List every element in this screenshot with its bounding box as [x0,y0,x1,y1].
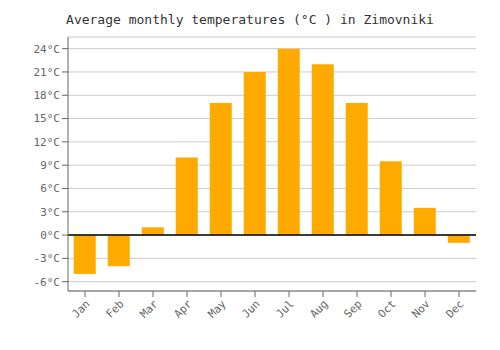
svg-text:-3°C: -3°C [34,252,61,265]
html-text:Average monthly temperatures (: Average monthly temperatures (°C ) in Zi… [66,12,434,27]
svg-text:Oct: Oct [375,297,398,320]
svg-text:Sep: Sep [341,297,364,320]
svg-text:15°C: 15°C [34,112,61,125]
svg-text:Apr: Apr [171,297,195,321]
svg-text:Feb: Feb [103,297,126,320]
svg-text:Mar: Mar [137,297,161,321]
svg-text:12°C: 12°C [34,136,61,149]
svg-text:Jul: Jul [273,297,296,320]
svg-text:24°C: 24°C [34,43,61,56]
svg-text:9°C: 9°C [40,159,60,172]
svg-text:6°C: 6°C [40,182,60,195]
svg-text:18°C: 18°C [34,89,61,102]
svg-text:May: May [205,297,229,321]
svg-text:21°C: 21°C [34,66,61,79]
svg-text:Dec: Dec [443,297,466,320]
svg-text:Jan: Jan [69,297,92,320]
svg-text:Nov: Nov [409,297,433,321]
svg-text:-6°C: -6°C [34,276,61,289]
svg-text:3°C: 3°C [40,206,60,219]
svg-text:0°C: 0°C [40,229,60,242]
svg-text:Jun: Jun [239,297,262,320]
svg-text:Aug: Aug [307,297,330,320]
